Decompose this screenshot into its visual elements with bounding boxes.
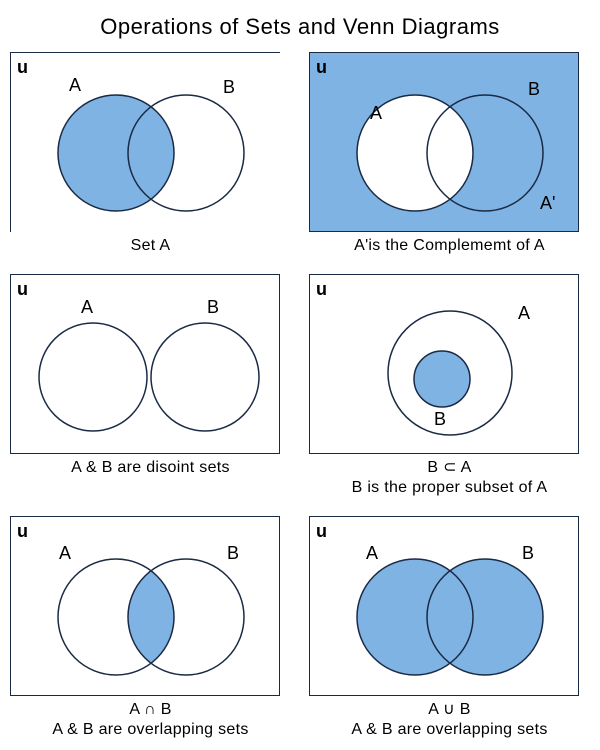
label-b: B: [522, 543, 534, 564]
caption: A'is the Complememt of A: [309, 236, 590, 256]
label-b: B: [434, 409, 446, 430]
diagram-set-a: u A B: [10, 52, 291, 256]
diagram-subset: u A B B ⊂ A B is the proper subset of A: [309, 274, 590, 498]
page-title: Operations of Sets and Venn Diagrams: [10, 14, 590, 40]
label-a: A: [370, 103, 382, 124]
caption: A & B are disoint sets: [10, 458, 291, 478]
label-a: A: [59, 543, 71, 564]
label-a: A: [518, 303, 530, 324]
panel: u A B: [10, 516, 280, 696]
panel: u A B: [10, 274, 280, 454]
diagram-union: u A B A ∪ B A & B are overlapping sets: [309, 516, 590, 740]
panel: u A B: [309, 274, 579, 454]
caption: B ⊂ A B is the proper subset of A: [309, 458, 590, 498]
panel: u A B: [10, 52, 280, 232]
label-b: B: [528, 79, 540, 100]
label-a: A: [366, 543, 378, 564]
venn-svg: [11, 53, 281, 233]
label-b: B: [207, 297, 219, 318]
universe-label: u: [17, 279, 28, 300]
caption-line-1: A ∩ B: [129, 701, 171, 718]
caption: A ∪ B A & B are overlapping sets: [309, 700, 590, 740]
panel: u A B A': [309, 52, 579, 232]
universe-label: u: [316, 57, 327, 78]
panel: u A B: [309, 516, 579, 696]
caption-line-1: A ∪ B: [428, 701, 471, 718]
label-a: A: [81, 297, 93, 318]
caption-line-2: B is the proper subset of A: [352, 479, 548, 496]
diagram-grid: u A B: [10, 52, 590, 740]
caption: Set A: [10, 236, 291, 256]
diagram-intersection: u A B A ∩ B A & B are overlapping sets: [10, 516, 291, 740]
label-a: A: [69, 75, 81, 96]
caption: A ∩ B A & B are overlapping sets: [10, 700, 291, 740]
label-b: B: [223, 77, 235, 98]
venn-svg: [11, 275, 281, 455]
label-b: B: [227, 543, 239, 564]
caption-line-1: B ⊂ A: [427, 459, 471, 476]
label-a-prime: A': [540, 193, 555, 214]
diagram-complement-a: u A B A' A'is the Complememt of A: [309, 52, 590, 256]
universe-label: u: [17, 521, 28, 542]
caption-line-2: A & B are overlapping sets: [351, 721, 547, 738]
universe-label: u: [316, 521, 327, 542]
universe-label: u: [17, 57, 28, 78]
universe-label: u: [316, 279, 327, 300]
venn-svg: [11, 517, 281, 697]
caption-line-2: A & B are overlapping sets: [52, 721, 248, 738]
venn-svg: [310, 517, 580, 697]
diagram-disjoint: u A B A & B are disoint sets: [10, 274, 291, 498]
